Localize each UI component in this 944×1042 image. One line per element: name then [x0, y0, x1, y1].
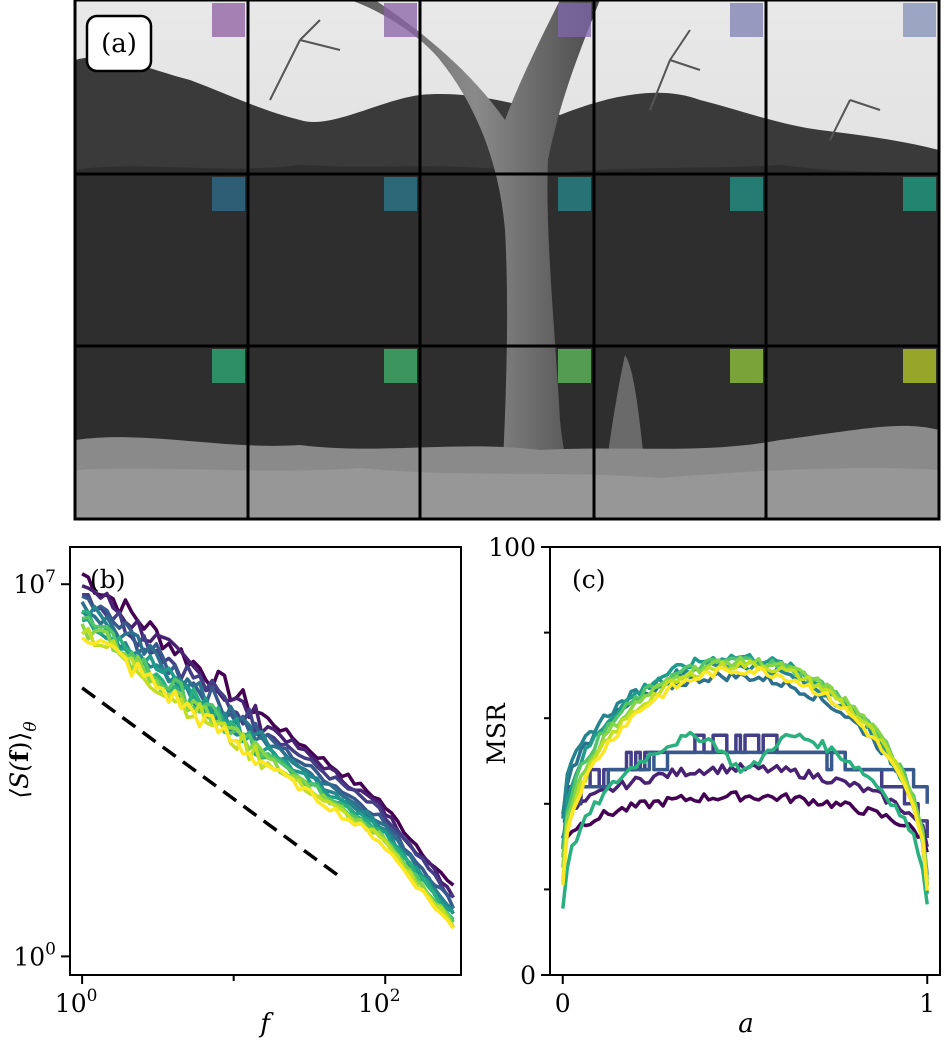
tile-marker: [384, 349, 417, 383]
tile-marker: [558, 3, 591, 37]
panel-c-ylabel: MSR: [482, 702, 511, 765]
x-tick-label: 1: [919, 989, 935, 1018]
tile-marker: [212, 177, 245, 211]
y-tick-label: 100: [488, 533, 536, 562]
panel-b-series-line: [80, 623, 455, 929]
panel-a-label: (a): [101, 29, 137, 59]
x-tick-label: 0: [555, 989, 571, 1018]
panel-b-frame: [69, 546, 462, 976]
x-tick-label: 102: [358, 986, 401, 1018]
panel-c-ticks: 0 1 0 100: [488, 533, 935, 1018]
tile-color-markers: [212, 3, 936, 383]
panel-b-series-line: [80, 626, 455, 929]
panel-b-ylabel: ⟨S(f)⟩θ: [5, 721, 41, 798]
panel-c-series-line: [561, 656, 929, 886]
panel-a-label-box: (a): [85, 14, 153, 73]
panel-c-series: [561, 652, 929, 909]
tile-marker: [903, 3, 936, 37]
tile-marker: [558, 349, 591, 383]
tile-marker: [903, 177, 936, 211]
panel-b-series-line: [80, 636, 455, 930]
reference-slope-line: [81, 686, 341, 879]
tile-marker: [212, 3, 245, 37]
panel-b-xlabel: f: [258, 1009, 274, 1039]
tile-marker: [212, 349, 245, 383]
tile-marker: [558, 177, 591, 211]
panel-c-label: (c): [572, 565, 606, 594]
tile-grid: [73, 0, 941, 521]
panel-c-chart: 0 1 0 100 (c) a MSR: [482, 533, 941, 1039]
tile-marker: [730, 177, 763, 211]
tile-marker: [903, 349, 936, 383]
panel-c-series-line: [561, 659, 929, 887]
panel-c-series-line: [562, 750, 929, 806]
y-tick-label: 100: [13, 939, 56, 971]
panel-b-chart: 100 102 100 107 (b) f ⟨S(f)⟩θ: [5, 546, 462, 1039]
y-tick-label: 107: [13, 567, 56, 599]
panel-c-series-line: [561, 660, 929, 886]
panel-c-xlabel: a: [738, 1009, 754, 1039]
panel-c-series-line: [561, 762, 929, 848]
panel-b-series: [80, 572, 455, 930]
panel-c-frame: [549, 546, 941, 976]
panel-c-series-line: [561, 665, 929, 891]
panel-c-series-line: [561, 652, 929, 894]
x-tick-label: 100: [55, 986, 98, 1018]
panel-a-photo: (a): [73, 0, 941, 521]
tile-marker: [384, 177, 417, 211]
panel-b-ticks: 100 102 100 107: [13, 567, 400, 1018]
tile-marker: [730, 3, 763, 37]
y-tick-label: 0: [520, 961, 536, 990]
panel-b-series-line: [81, 572, 455, 887]
landscape-photo: [75, 0, 939, 519]
tile-marker: [384, 3, 417, 37]
panel-c-series-line: [561, 730, 929, 909]
panel-b-label: (b): [90, 565, 126, 594]
panel-c-series-line: [561, 790, 929, 853]
tile-marker: [730, 349, 763, 383]
